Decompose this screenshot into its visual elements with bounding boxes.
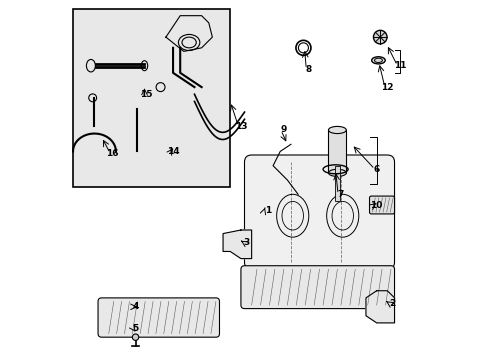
FancyBboxPatch shape — [98, 298, 219, 337]
Polygon shape — [365, 291, 394, 323]
Text: 4: 4 — [132, 302, 139, 311]
Ellipse shape — [371, 57, 385, 64]
Text: 8: 8 — [305, 65, 311, 74]
Text: 7: 7 — [337, 190, 344, 199]
Text: 2: 2 — [389, 299, 395, 308]
FancyBboxPatch shape — [369, 196, 394, 214]
Text: 5: 5 — [132, 324, 139, 333]
Text: 6: 6 — [373, 165, 379, 174]
Ellipse shape — [328, 169, 346, 176]
Text: 1: 1 — [264, 206, 270, 215]
Text: 3: 3 — [243, 238, 249, 247]
FancyBboxPatch shape — [241, 266, 394, 309]
Text: 9: 9 — [280, 126, 286, 135]
Text: 15: 15 — [140, 90, 152, 99]
Text: 10: 10 — [370, 201, 382, 210]
Bar — [73, 9, 230, 187]
Ellipse shape — [373, 30, 386, 44]
Bar — [334, 166, 340, 202]
Ellipse shape — [132, 334, 139, 341]
Text: 16: 16 — [106, 149, 118, 158]
Text: 13: 13 — [234, 122, 246, 131]
Bar — [328, 130, 346, 173]
FancyBboxPatch shape — [244, 155, 394, 269]
Polygon shape — [223, 230, 251, 258]
Text: 11: 11 — [393, 61, 406, 70]
Ellipse shape — [328, 126, 346, 134]
Text: 14: 14 — [166, 147, 179, 156]
Text: 12: 12 — [380, 83, 393, 92]
